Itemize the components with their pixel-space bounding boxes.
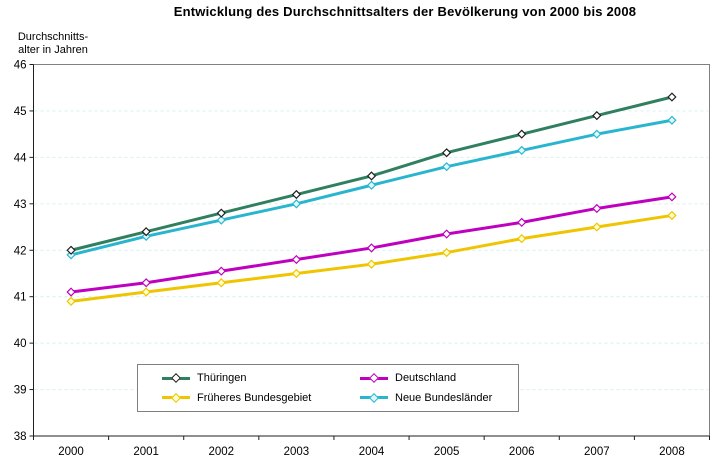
- data-point-marker: [366, 259, 377, 269]
- data-point-marker: [291, 199, 302, 209]
- x-tick-label: 2000: [58, 446, 84, 458]
- legend-entry: Thüringen: [162, 372, 360, 384]
- x-tick-label: 2005: [434, 446, 460, 458]
- data-point-marker: [291, 254, 302, 265]
- data-point-marker: [592, 203, 602, 214]
- x-tick-label: 2002: [208, 446, 234, 458]
- legend-line-sample: [162, 373, 190, 384]
- legend-diamond-marker-icon: [369, 373, 379, 384]
- y-tick-label: 41: [14, 292, 27, 304]
- legend: Thüringen Deutschland Früheres Bundesgebie…: [137, 364, 519, 412]
- data-point-marker: [216, 266, 226, 276]
- y-tick-label: 39: [14, 385, 27, 397]
- y-tick-label: 38: [14, 431, 27, 443]
- legend-entry: Neue Bundesländer: [360, 392, 492, 404]
- legend-entry: Früheres Bundesgebiet: [162, 392, 360, 404]
- data-point-marker: [441, 148, 452, 158]
- data-point-marker: [667, 92, 677, 102]
- data-point-marker: [592, 110, 602, 121]
- y-tick-label: 42: [14, 245, 27, 257]
- y-tick-label: 44: [14, 152, 27, 164]
- data-point-marker: [366, 171, 377, 181]
- data-point-marker: [216, 278, 226, 288]
- data-point-marker: [66, 296, 76, 306]
- data-point-marker: [141, 227, 151, 237]
- data-point-marker: [441, 247, 452, 258]
- x-tick-label: 2008: [659, 446, 685, 458]
- x-tick-label: 2003: [284, 446, 310, 458]
- data-point-marker: [66, 245, 76, 255]
- legend-row: Früheres Bundesgebiet Neue Bundesländer: [138, 392, 518, 404]
- data-point-marker: [517, 145, 527, 156]
- data-point-marker: [441, 229, 452, 239]
- y-axis-title-line2: alter in Jahren: [18, 44, 88, 56]
- y-axis-title-line1: Durchschnitts-: [17, 31, 89, 43]
- data-point-marker: [366, 243, 377, 253]
- data-point-marker: [667, 115, 677, 125]
- legend-diamond-marker-icon: [171, 373, 181, 384]
- data-point-marker: [667, 192, 677, 202]
- data-point-marker: [216, 208, 226, 218]
- data-point-marker: [366, 180, 377, 190]
- legend-label: Deutschland: [395, 372, 457, 385]
- data-point-marker: [441, 162, 452, 172]
- legend-line-sample: [360, 373, 388, 384]
- legend-label: Neue Bundesländer: [395, 391, 493, 404]
- legend-diamond-marker-icon: [171, 392, 181, 403]
- data-point-marker: [592, 129, 602, 139]
- data-point-marker: [517, 217, 527, 228]
- y-tick-label: 45: [14, 106, 27, 118]
- legend-label: Thüringen: [197, 372, 247, 385]
- legend-label: Früheres Bundesgebiet: [197, 391, 312, 404]
- legend-entry: Deutschland: [360, 372, 456, 384]
- data-point-marker: [216, 215, 226, 225]
- data-point-marker: [141, 287, 151, 297]
- y-tick-label: 46: [14, 60, 27, 72]
- chart-title: Entwicklung des Durchschnittsalters der …: [173, 4, 637, 19]
- x-tick-label: 2006: [509, 446, 535, 458]
- legend-row: Thüringen Deutschland: [138, 372, 518, 384]
- x-tick-label: 2007: [584, 446, 610, 458]
- legend-line-sample: [360, 392, 388, 403]
- data-point-marker: [291, 189, 302, 200]
- y-axis-title: Durchschnitts- alter in Jahren: [5, 31, 101, 57]
- data-point-marker: [291, 268, 302, 279]
- y-tick-label: 43: [14, 199, 27, 211]
- x-tick-label: 2001: [133, 446, 159, 458]
- data-point-marker: [592, 222, 602, 232]
- data-point-marker: [667, 210, 677, 221]
- data-point-marker: [141, 278, 151, 288]
- data-point-marker: [517, 129, 527, 139]
- legend-diamond-marker-icon: [369, 392, 379, 403]
- data-point-marker: [517, 233, 527, 244]
- legend-line-sample: [162, 392, 190, 403]
- y-tick-label: 40: [14, 338, 27, 350]
- data-point-marker: [66, 287, 76, 297]
- x-tick-label: 2004: [359, 446, 385, 458]
